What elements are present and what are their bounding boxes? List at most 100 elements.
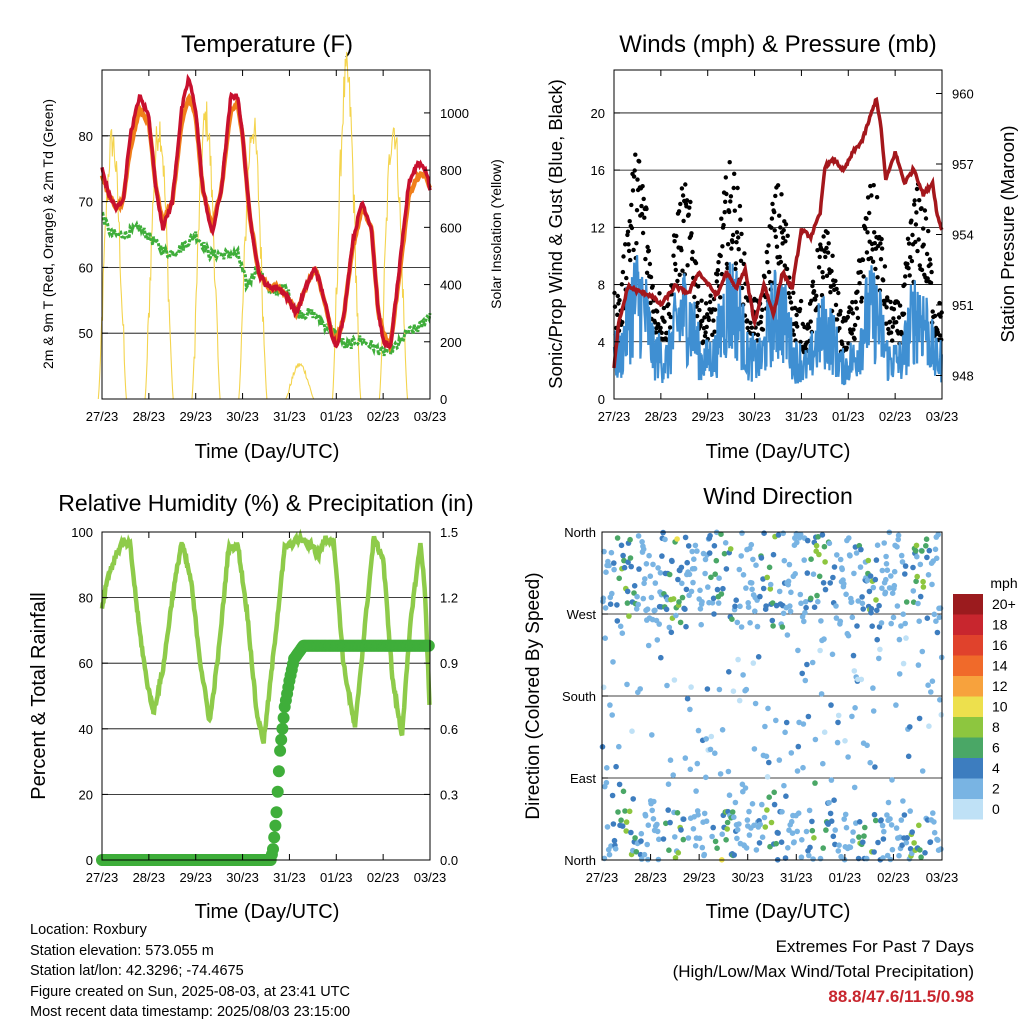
wind-direction-point (603, 779, 610, 786)
wind-direction-point (770, 623, 776, 629)
gust-point (634, 241, 639, 246)
gust-point (762, 274, 767, 280)
wind-direction-point (626, 808, 633, 815)
gust-point (859, 299, 864, 304)
gust-point (764, 249, 769, 255)
wind-direction-point (636, 566, 642, 572)
wind-direction-point (767, 581, 774, 588)
wind-direction-point (763, 753, 770, 760)
wind-direction-point (689, 548, 695, 555)
wind-direction-point (682, 755, 689, 761)
wind-direction-point (829, 651, 836, 658)
wind-direction-point (620, 552, 626, 559)
gust-point (772, 228, 777, 233)
legend-swatch (953, 737, 983, 758)
wind-direction-point (820, 580, 827, 586)
gust-point (919, 206, 924, 211)
wind-direction-point (621, 564, 628, 571)
wind-direction-point (832, 841, 838, 848)
wind-direction-point (802, 599, 809, 605)
wind-direction-point (821, 543, 828, 550)
wind-direction-point (789, 830, 796, 836)
gust-point (742, 251, 747, 256)
wind-direction-point (746, 832, 753, 838)
wind-direction-point (907, 808, 913, 814)
wind-direction-point (847, 553, 853, 559)
wind-direction-point (614, 618, 621, 624)
wind-direction-point (900, 611, 906, 617)
wind-direction-point (820, 845, 826, 851)
wind-direction-point (864, 742, 870, 749)
wind-direction-point (780, 610, 787, 617)
gust-point (901, 311, 907, 316)
gust-point (902, 282, 907, 287)
wind-direction-point (726, 792, 733, 798)
wind-direction-point (690, 579, 696, 586)
gust-point (632, 168, 637, 173)
wind-direction-point (683, 623, 689, 630)
wind-direction-point (812, 736, 819, 743)
x-tick-label: 31/23 (273, 870, 306, 885)
solar-insolation-day (238, 117, 268, 400)
wind-direction-point (616, 743, 622, 750)
wind-direction-point (861, 833, 867, 839)
gust-point (850, 311, 856, 316)
gust-point (909, 218, 914, 223)
gust-point (677, 272, 682, 277)
wind-speed-legend: mph 20+ 18 16 14 12 10 8 6 4 2 0 (953, 575, 1018, 820)
wind-direction-point (736, 821, 742, 827)
gust-point (694, 313, 700, 319)
y2-tick-label: 400 (440, 278, 462, 293)
gust-point (727, 209, 732, 215)
station-info: Location: Roxbury Station elevation: 573… (30, 920, 350, 1023)
wind-direction-point (694, 548, 700, 554)
winds-pressure-series (612, 96, 944, 369)
wind-direction-point (907, 846, 914, 852)
gust-point (836, 290, 841, 296)
wind-direction-point (837, 618, 844, 625)
x-tick-label: 30/23 (738, 409, 771, 424)
gust-point (631, 247, 636, 253)
wind-direction-point (915, 662, 922, 668)
y-tick-label: 20 (591, 106, 605, 121)
gust-point (872, 241, 877, 246)
wind-direction-point (870, 584, 877, 591)
wind-direction-point (602, 635, 608, 641)
gust-point (910, 232, 915, 238)
wind-direction-point (882, 589, 889, 596)
wind-direction-point (720, 585, 726, 592)
gust-point (687, 205, 692, 210)
station-latlon: Station lat/lon: 42.3296; -74.4675 (30, 963, 244, 979)
wind-direction-point (822, 586, 829, 593)
gust-point (823, 254, 828, 260)
gust-point (630, 188, 636, 193)
wind-direction-point (835, 848, 842, 854)
x-tick-label: 03/23 (926, 409, 959, 424)
wind-direction-point (600, 595, 607, 602)
wind-direction-point (884, 567, 891, 573)
wind-direction-point (631, 583, 638, 589)
wind-direction-point (780, 530, 786, 537)
gust-point (883, 321, 889, 326)
gust-point (766, 269, 772, 275)
temperature-y2label: Solar Insolation (Yellow) (488, 159, 504, 309)
wind-direction-point (889, 777, 895, 783)
wind-direction-point (871, 849, 877, 855)
wind-direction-point (811, 835, 817, 841)
gust-point (707, 299, 713, 305)
wind-direction-point (792, 571, 798, 577)
gust-point (711, 318, 716, 323)
wind-direction-point (745, 600, 751, 606)
gust-point (615, 312, 620, 317)
x-tick-label: 01/23 (832, 409, 865, 424)
wind-direction-point (682, 534, 689, 541)
gust-point (817, 254, 822, 260)
wind-direction-point (820, 760, 826, 767)
wind-direction-point (935, 531, 941, 538)
wind-direction-point (868, 605, 875, 612)
gust-point (777, 254, 782, 260)
wind-direction-point (683, 586, 690, 593)
wind-direction-point (766, 564, 773, 571)
gust-point (736, 247, 741, 252)
wind-direction-point (803, 604, 809, 611)
